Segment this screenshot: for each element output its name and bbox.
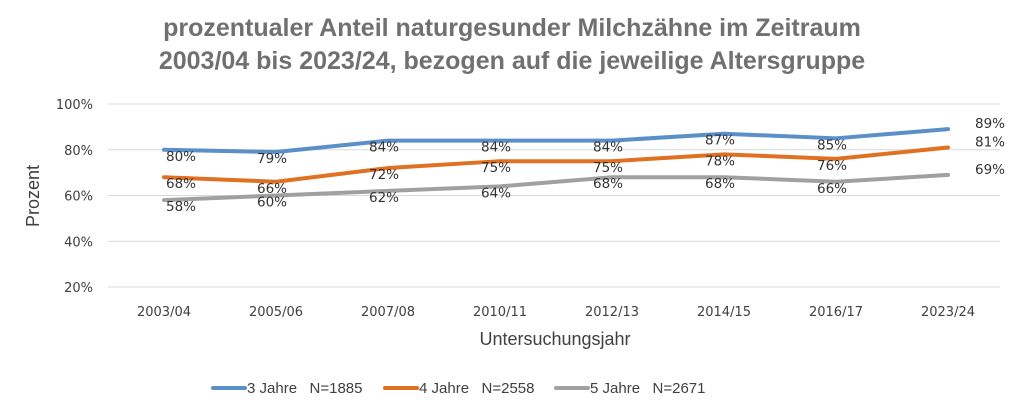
data-label: 75% <box>593 160 623 176</box>
chart-title-line-1: prozentualer Anteil naturgesunder Milchz… <box>163 14 861 42</box>
y-tick-label: 100% <box>56 98 93 113</box>
data-label: 75% <box>481 160 511 176</box>
legend-label: 3 Jahre N=1885 <box>247 380 363 397</box>
x-tick-label: 2016/17 <box>809 305 863 320</box>
data-label: 79% <box>257 151 287 167</box>
data-label: 58% <box>166 199 196 215</box>
legend-item: 3 Jahre N=1885 <box>211 380 363 397</box>
data-label: 62% <box>369 190 399 206</box>
legend-item: 5 Jahre N=2671 <box>554 380 706 397</box>
x-tick-label: 2012/13 <box>585 305 639 320</box>
data-label: 84% <box>593 140 623 156</box>
data-label: 60% <box>257 195 287 211</box>
data-label: 87% <box>705 133 735 149</box>
data-label: 68% <box>705 176 735 192</box>
legend-label: 4 Jahre N=2558 <box>419 380 535 397</box>
x-axis-ticks: 2003/04 2005/06 2007/08 2010/11 2012/13 2014/… <box>137 305 975 320</box>
data-label: 69% <box>975 162 1005 178</box>
data-label: 84% <box>369 140 399 156</box>
x-tick-label: 2023/24 <box>921 305 975 320</box>
y-tick-label: 80% <box>64 144 93 159</box>
data-label: 68% <box>593 176 623 192</box>
series-lines <box>162 127 950 203</box>
data-label: 66% <box>817 181 847 197</box>
y-tick-label: 60% <box>64 190 93 205</box>
chart-title-line-2: 2003/04 bis 2023/24, bezogen auf die jew… <box>158 47 866 75</box>
legend-item: 4 Jahre N=2558 <box>383 380 535 397</box>
series-line <box>162 127 950 155</box>
legend: 3 Jahre N=1885 4 Jahre N=2558 5 Jahre N=26… <box>211 380 706 397</box>
y-tick-label: 40% <box>64 235 93 250</box>
x-tick-label: 2014/15 <box>697 305 751 320</box>
data-label: 80% <box>166 149 196 165</box>
data-label: 84% <box>481 140 511 156</box>
chart-title: prozentualer Anteil naturgesunder Milchz… <box>0 12 1024 78</box>
x-tick-label: 2003/04 <box>137 305 191 320</box>
series-line <box>162 145 950 184</box>
x-tick-label: 2010/11 <box>473 305 527 320</box>
data-label: 76% <box>817 158 847 174</box>
data-label: 85% <box>817 137 847 153</box>
data-label: 64% <box>481 185 511 201</box>
data-label: 72% <box>369 167 399 183</box>
data-label: 89% <box>975 116 1005 132</box>
y-axis-ticks: 20% 40% 60% 80% 100% <box>56 98 93 296</box>
data-label: 68% <box>166 176 196 192</box>
data-label: 66% <box>257 181 287 197</box>
series-line <box>162 172 950 203</box>
x-axis-title: Untersuchungsjahr <box>479 329 630 349</box>
y-axis-title: Prozent <box>23 165 43 227</box>
x-tick-label: 2007/08 <box>361 305 415 320</box>
data-label: 78% <box>705 153 735 169</box>
x-tick-label: 2005/06 <box>249 305 303 320</box>
data-label: 81% <box>975 134 1005 150</box>
y-tick-label: 20% <box>64 281 93 296</box>
data-labels: 80% 79% 84% 84% 84% 87% 85% 89% 68% 66% 72% 75% 75% 7… <box>166 116 1005 215</box>
legend-label: 5 Jahre N=2671 <box>590 380 706 397</box>
